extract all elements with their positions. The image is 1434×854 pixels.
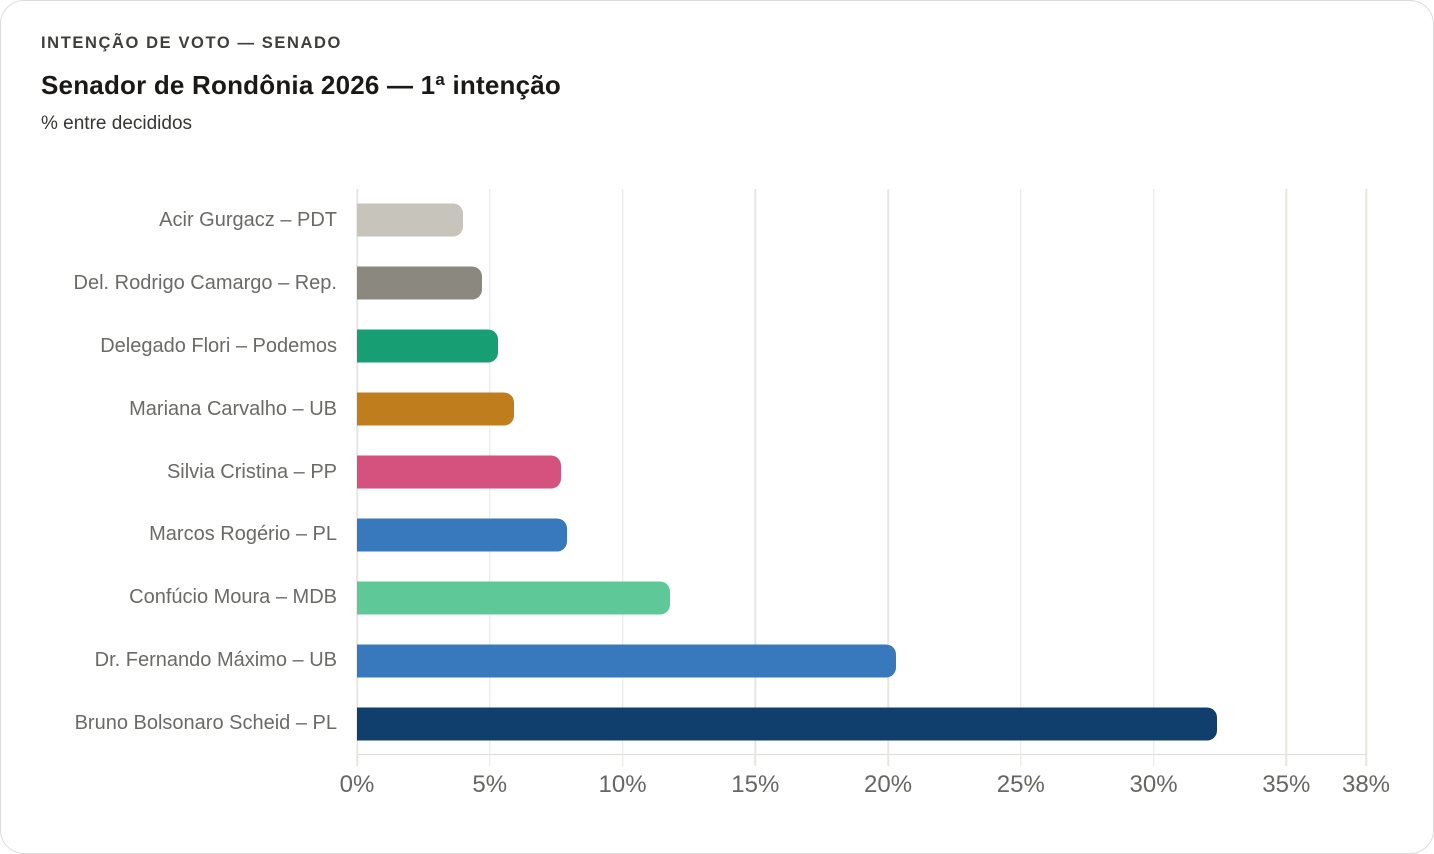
x-tick-label: 15% (731, 771, 780, 798)
vertical-gridline (1152, 189, 1155, 766)
x-tick-label: 5% (472, 771, 508, 798)
vertical-gridline (754, 189, 757, 766)
bar-track (357, 189, 1366, 252)
chart-row: Delegado Flori – Podemos (1, 315, 1366, 378)
category-label: Silvia Cristina – PP (166, 460, 337, 483)
x-tick-label: 0% (339, 771, 375, 798)
value-bar (357, 581, 671, 615)
x-tick-label: 20% (864, 771, 913, 798)
category-label: Confúcio Moura – MDB (129, 586, 337, 609)
value-bar (357, 392, 514, 426)
value-bar (357, 455, 562, 489)
category-label: Bruno Bolsonaro Scheid – PL (74, 712, 337, 735)
category-label: Delegado Flori – Podemos (100, 334, 337, 357)
x-tick-label: 35% (1262, 771, 1311, 798)
value-bar (357, 518, 567, 552)
x-tick-label: 25% (996, 771, 1045, 798)
x-tick-label: 38% (1341, 771, 1391, 798)
bar-track (357, 566, 1366, 629)
value-bar (357, 203, 464, 237)
value-bar (357, 266, 482, 300)
chart-row: Acir Gurgacz – PDT (1, 189, 1366, 252)
x-axis-line (357, 753, 1366, 755)
x-tick-label: 30% (1129, 771, 1178, 798)
bar-track (357, 692, 1366, 755)
chart-subtitle: % entre decididos (41, 113, 193, 134)
chart-row: Silvia Cristina – PP (1, 441, 1366, 504)
chart-title: Senador de Rondônia 2026 — 1ª intenção (41, 70, 562, 100)
bar-track (357, 441, 1366, 504)
category-label: Marcos Rogério – PL (149, 523, 337, 546)
chart-row: Mariana Carvalho – UB (1, 378, 1366, 441)
vertical-gridline (1365, 189, 1367, 766)
value-bar (357, 644, 897, 678)
x-axis-tick-labels: 0% 5% 10% 15% 20% 25% 30% 35% 38% (340, 771, 1390, 801)
value-bar (357, 707, 1218, 741)
bar-track (357, 315, 1366, 378)
chart-row: Del. Rodrigo Camargo – Rep. (1, 252, 1366, 315)
value-bar (357, 329, 498, 363)
x-tick-label: 10% (598, 771, 647, 798)
chart-row: Bruno Bolsonaro Scheid – PL (1, 692, 1366, 755)
bar-track (357, 503, 1366, 566)
category-label: Mariana Carvalho – UB (129, 397, 337, 420)
vertical-gridline (1020, 189, 1022, 766)
category-label: Acir Gurgacz – PDT (159, 208, 337, 231)
bar-track (357, 252, 1366, 315)
category-label: Del. Rodrigo Camargo – Rep. (73, 271, 337, 294)
vertical-gridline (621, 189, 624, 766)
chart-header: INTENÇÃO DE VOTO — SENADO Senador de Ron… (41, 34, 561, 135)
bar-track (357, 378, 1366, 441)
chart-kicker: INTENÇÃO DE VOTO — SENADO (41, 34, 342, 52)
vertical-gridline (887, 189, 889, 766)
chart-row: Marcos Rogério – PL (1, 503, 1366, 566)
category-label: Dr. Fernando Máximo – UB (94, 649, 337, 672)
bar-track (357, 629, 1366, 692)
chart-row: Confúcio Moura – MDB (1, 566, 1366, 629)
bar-chart: Acir Gurgacz – PDT Del. Rodrigo Camargo –… (1, 189, 1366, 755)
vertical-gridline (1285, 189, 1288, 766)
chart-row: Dr. Fernando Máximo – UB (1, 629, 1366, 692)
